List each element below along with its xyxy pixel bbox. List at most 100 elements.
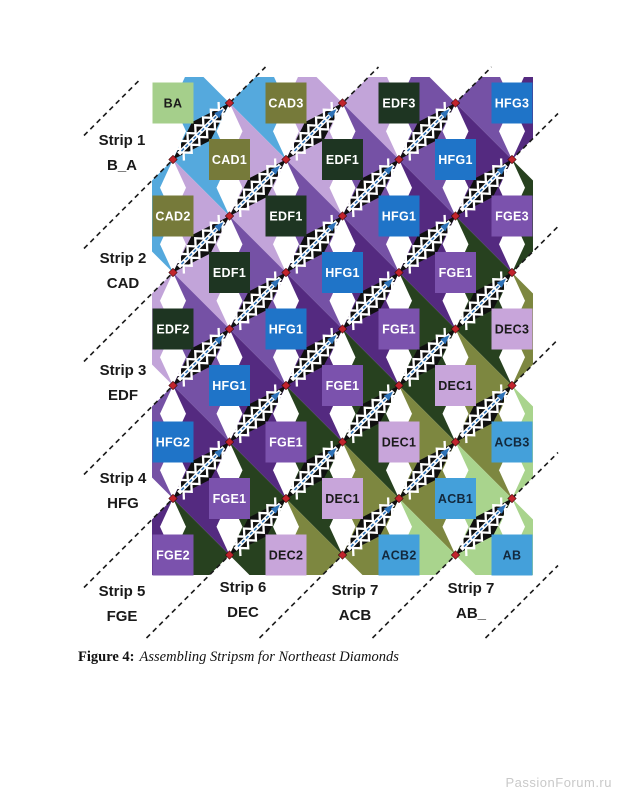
red-match-dot: [507, 154, 517, 165]
patch-square: [152, 308, 194, 350]
red-match-dot: [168, 154, 178, 165]
arrowhead-icon: [214, 334, 224, 345]
patch-square: [491, 82, 533, 124]
fabric-diamond-nw: [229, 385, 286, 499]
seam-teeth-bottom: [238, 394, 288, 444]
arrowhead-icon: [270, 504, 281, 514]
strip-label-3: Strip 3 EDF: [100, 358, 147, 408]
patch-square-label: FGE2: [156, 549, 190, 563]
patch-square-label: BA: [164, 97, 183, 111]
fabric-diamond-se: [286, 159, 343, 273]
red-match-dot: [168, 380, 178, 391]
seam-teeth-top: [171, 214, 221, 264]
seam-teeth-bottom: [295, 451, 344, 500]
seam-teeth-bottom: [238, 507, 288, 557]
patch-square-label: FGE1: [213, 492, 247, 506]
dashed-cut-line: [484, 564, 559, 639]
strip-number: Strip 6: [219, 579, 267, 596]
patch-square-label: HFG1: [269, 323, 304, 337]
seam-teeth-top: [228, 497, 277, 546]
figure-caption-text: Assembling Stripsm for Northeast Diamond…: [139, 649, 399, 665]
red-match-dot: [168, 493, 178, 504]
patch-square-label: ACB2: [381, 549, 416, 563]
patch-square-label: AB: [503, 549, 522, 563]
patch-square: [491, 308, 533, 350]
seam-diamond: [284, 214, 344, 274]
patch-square: [491, 421, 533, 463]
arrowhead-icon: [440, 108, 450, 119]
arrowhead-icon: [496, 165, 507, 175]
patch-square-label: DEC1: [438, 379, 473, 393]
patch-square: [491, 195, 533, 237]
arrowhead-icon: [327, 221, 337, 232]
seam-teeth-top: [341, 497, 390, 546]
strip-fabric-code: HFG: [107, 495, 139, 512]
red-match-dot: [281, 154, 291, 165]
sewing-direction-arrow: [350, 284, 387, 322]
fabric-diamond-nw: [399, 103, 456, 216]
seam-diamond: [228, 497, 288, 557]
sewing-direction-arrow: [350, 397, 387, 435]
seam-diamond: [454, 497, 514, 557]
strip-number: Strip 7: [447, 580, 495, 597]
seam-diamond: [341, 497, 401, 557]
patch-square-label: EDF1: [326, 153, 359, 167]
seam-diamond: [284, 101, 344, 161]
seam-diamonds: [171, 101, 514, 557]
seam-teeth-top: [284, 440, 334, 490]
seam-teeth-top: [284, 214, 334, 264]
seam-teeth-top: [171, 440, 221, 490]
fabric-diamond-nw: [286, 216, 343, 329]
arrowhead-icon: [440, 447, 450, 458]
arrowhead-icon: [214, 447, 224, 458]
patch-square: [265, 308, 307, 350]
arrowhead-icon: [383, 504, 394, 514]
arrowhead-icon: [383, 391, 394, 401]
fabric-diamond-nw: [229, 159, 286, 273]
seam-teeth-top: [454, 497, 503, 546]
strip-fabric-code: FGE: [106, 608, 138, 625]
fabric-diamond-nw: [455, 385, 512, 499]
strip-number: Strip 1: [98, 132, 146, 149]
seam-teeth-bottom: [464, 281, 514, 331]
arrowhead-icon: [327, 334, 337, 345]
fabric-diamond-se: [399, 385, 456, 499]
fabric-diamond-se: [173, 272, 230, 386]
fabric-diamond-nw: [455, 272, 512, 386]
red-match-dot: [224, 437, 235, 447]
patch-square: [322, 365, 363, 406]
seam-teeth-top: [228, 384, 277, 433]
sewing-direction-arrow: [237, 171, 274, 209]
strip-label-4: Strip 4 HFG: [100, 466, 147, 516]
patch-square: [265, 534, 307, 576]
seam-teeth-bottom: [182, 112, 231, 161]
seam-diamond: [228, 158, 288, 218]
seam-diamond: [341, 158, 401, 218]
seam-diamond: [284, 327, 344, 387]
sewing-direction-arrow: [350, 171, 387, 209]
sewing-direction-arrow: [463, 510, 500, 548]
red-match-dot: [394, 154, 404, 165]
seam-diamond: [454, 158, 514, 218]
sewing-direction-arrow: [293, 341, 331, 378]
seam-teeth-top: [228, 271, 277, 320]
seam-teeth-top: [454, 158, 503, 207]
fabric-diamond-se: [399, 272, 456, 386]
arrowhead-icon: [440, 334, 450, 345]
strip-fabric-code: DEC: [227, 604, 259, 621]
fabric-diamond-nw: [173, 442, 230, 555]
fabric-diamond-se: [229, 103, 286, 216]
patch-square: [378, 82, 420, 124]
patch-square-label: CAD1: [212, 153, 247, 167]
label-squares: BA CAD3 EDF3 HFG3 CAD1 EDF1 HFG1 CAD2 EDF1 HFG1 FG…: [152, 82, 533, 576]
arrowhead-icon: [496, 278, 507, 288]
seam-diamond: [171, 214, 231, 274]
red-match-dot: [168, 267, 178, 278]
fabric-diamond-se: [455, 216, 512, 329]
seam-teeth-bottom: [464, 168, 514, 218]
fabric-diamond-se: [342, 103, 399, 216]
seam-teeth-top: [397, 101, 447, 151]
seam-teeth-bottom: [182, 451, 231, 500]
sewing-direction-arrow: [180, 454, 218, 491]
seam-teeth-bottom: [295, 225, 344, 274]
